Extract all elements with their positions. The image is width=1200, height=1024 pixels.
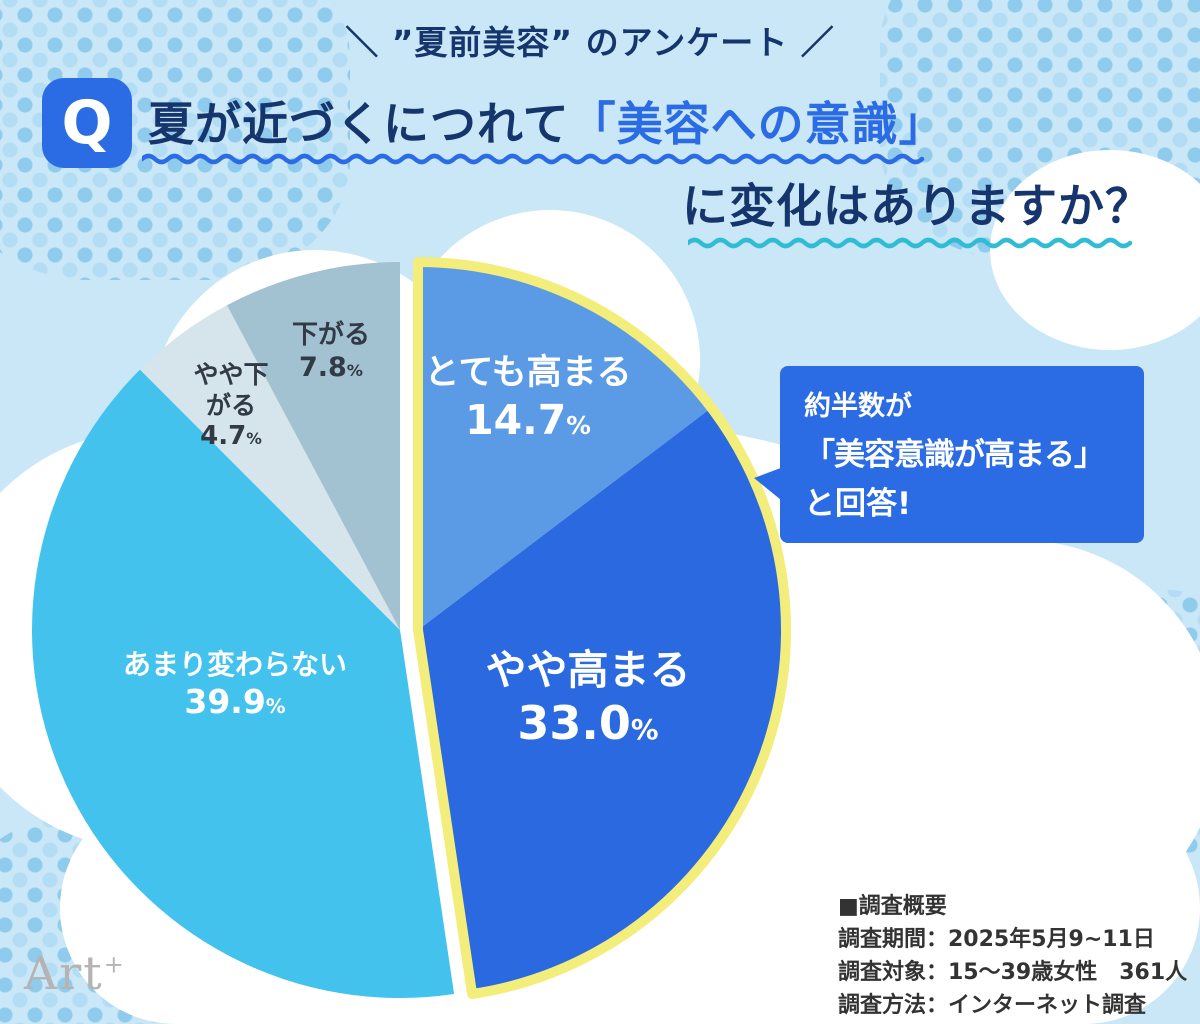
pie-label-amari-kawaranai: あまり変わらない 39.9% (85, 648, 385, 722)
pie-slice-yaya-sagaru (139, 305, 400, 630)
pie-slice-totemo-takamaru (418, 262, 712, 630)
title-text: 夏が近づくにつれて (148, 97, 570, 151)
pie-highlight-outline (413, 257, 791, 1000)
pie-label-text: 下がる (291, 320, 370, 350)
title-highlight-text: 「美容への意識」 (569, 97, 946, 151)
callout-tail (754, 466, 786, 504)
pie-label-yaya-sagaru: やや下がる 4.7% (184, 360, 278, 453)
callout-line3: と回答! (804, 486, 912, 522)
survey-tagline: ＼ ”夏前美容” のアンケート ／ (345, 23, 835, 62)
cloud-shape (990, 150, 1200, 350)
pie-chart (31, 257, 791, 1000)
wavy-underline-blue (142, 153, 925, 165)
survey-subjects: 調査対象：15〜39歳女性 361人 (838, 960, 1188, 985)
pie-label-sagaru: 下がる 7.8% (268, 320, 394, 385)
callout-line1: 約半数が (804, 391, 912, 422)
survey-method: 調査方法：インターネット調査 (838, 993, 1147, 1018)
survey-period: 調査期間：2025年5月9~11日 (838, 927, 1155, 952)
pie-label-text: やや高まる (485, 646, 691, 694)
pie-label-value: 4.7% (200, 421, 262, 451)
wavy-underline-teal (688, 237, 1133, 249)
pie-label-value: 33.0% (517, 696, 659, 751)
question-badge: Q (42, 78, 132, 168)
survey-heading: ■調査概要 (838, 894, 947, 919)
question-title-line1: 夏が近づくにつれて「美容への意識」 (148, 88, 946, 154)
artplus-logo: Art+ (24, 946, 126, 1000)
pie-label-value: 14.7% (465, 395, 591, 444)
question-title-line2: に変化はありますか？ (682, 179, 1152, 233)
pie-label-text: とても高まる (424, 353, 632, 393)
pie-label-value: 7.8% (298, 351, 364, 383)
pie-label-totemo-takamaru: とても高まる 14.7% (408, 352, 648, 445)
survey-overview: ■調査概要 調査期間：2025年5月9~11日 調査対象：15〜39歳女性 36… (838, 890, 1187, 1022)
pie-slice-yaya-takamaru (418, 407, 787, 995)
pie-label-text: あまり変わらない (122, 648, 347, 681)
pie-label-text: やや下がる (193, 360, 269, 420)
callout-bubble: 約半数が 「美容意識が高まる」 と回答! (754, 366, 1144, 543)
pie-slice-amari-kawaranai (31, 369, 455, 998)
callout-line2: 「美容意識が高まる」 (804, 437, 1105, 473)
pie-label-value: 39.9% (184, 682, 286, 722)
pie-label-yaya-takamaru: やや高まる 33.0% (438, 645, 738, 751)
pie-slice-sagaru (226, 262, 400, 630)
